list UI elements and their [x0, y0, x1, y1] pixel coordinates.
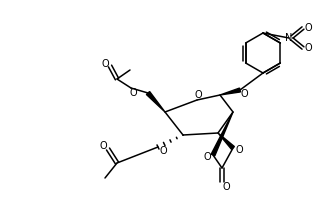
- Text: N: N: [285, 33, 293, 43]
- Polygon shape: [211, 112, 233, 156]
- Text: O: O: [159, 146, 167, 156]
- Text: O: O: [222, 182, 230, 192]
- Polygon shape: [146, 92, 165, 112]
- Polygon shape: [220, 88, 240, 95]
- Text: O: O: [240, 89, 248, 99]
- Text: O: O: [101, 59, 109, 69]
- Text: O: O: [129, 88, 137, 98]
- Text: O: O: [99, 141, 107, 151]
- Text: O: O: [235, 145, 243, 155]
- Polygon shape: [218, 133, 234, 149]
- Text: O: O: [203, 152, 211, 162]
- Text: O: O: [304, 23, 312, 33]
- Text: O: O: [304, 43, 312, 53]
- Text: O: O: [194, 90, 202, 100]
